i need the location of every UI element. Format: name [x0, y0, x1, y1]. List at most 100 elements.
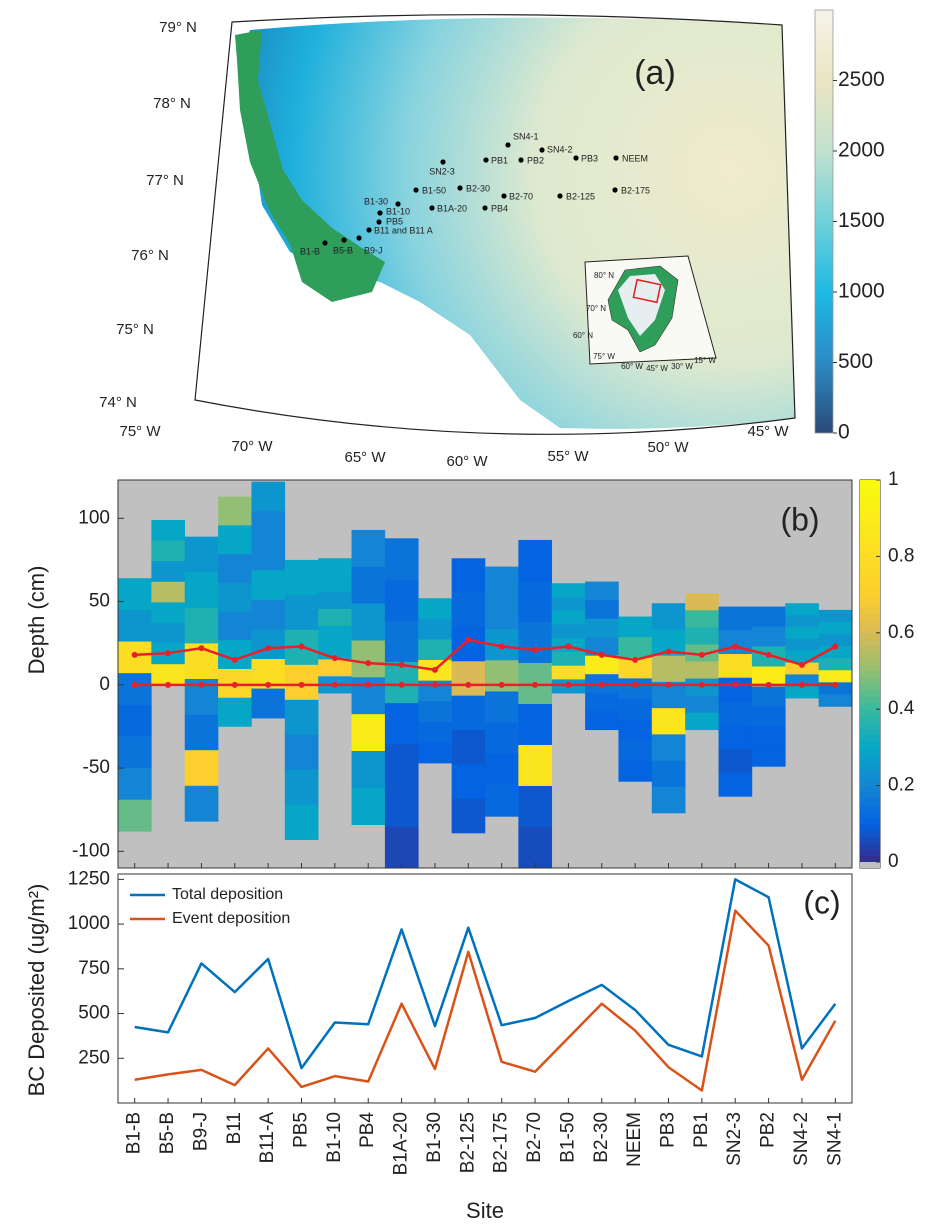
colorbar-segment [860, 734, 880, 742]
colorbar-tick-label: 0.2 [888, 775, 914, 796]
depth-cell [251, 688, 286, 719]
site-dot [518, 157, 524, 163]
colorbar-segment [860, 721, 880, 729]
depth-cell [351, 603, 386, 641]
depth-cell [818, 694, 853, 707]
colorbar-segment [860, 823, 880, 831]
depth-cell [151, 561, 186, 583]
colorbar-segment [860, 671, 880, 678]
depth-cell [551, 665, 586, 680]
depth-cell [585, 618, 619, 638]
depth-marker [698, 681, 705, 688]
map-frame [194, 14, 796, 435]
site-label: SN4-2 [547, 144, 573, 154]
x-tick-label: B1-50 [557, 1112, 578, 1163]
depth-marker [598, 651, 605, 658]
colorbar-segment [860, 575, 880, 583]
inset-study-area [632, 278, 662, 304]
colorbar-segment [860, 543, 880, 551]
y-tick-label: 750 [78, 958, 110, 979]
inset-longitude-label: 45° W [646, 364, 668, 373]
depth-marker [498, 643, 505, 650]
depth-marker [565, 643, 572, 650]
x-tick-label: B9-J [190, 1112, 211, 1151]
latitude-label: 75° N [116, 321, 154, 338]
site-dot [483, 157, 489, 163]
colorbar-tick-label: 0 [888, 851, 899, 872]
depth-cell [485, 691, 519, 724]
depth-cell [218, 554, 252, 584]
site-label: B2-30 [466, 183, 490, 193]
y-axis-label: Depth (cm) [24, 566, 49, 675]
depth-cell [251, 481, 286, 512]
colorbar-tick-label: 1 [888, 469, 899, 490]
depth-cell [618, 616, 653, 638]
depth-cell [284, 559, 319, 596]
site-label: PB5 [386, 216, 403, 226]
depth-cell [251, 629, 286, 660]
x-tick-label: B1-B [124, 1112, 145, 1154]
colorbar-segment [860, 709, 880, 716]
depth-cell [751, 626, 786, 647]
latitude-label: 77° N [146, 172, 184, 189]
x-axis-label: Site [466, 1198, 504, 1223]
coast-land [235, 30, 385, 302]
x-tick-label: NEEM [624, 1112, 645, 1167]
depth-cell [551, 624, 586, 639]
depth-cell [785, 674, 819, 687]
depth-cell [751, 706, 786, 727]
depth-cell [218, 582, 252, 612]
depth-cell [218, 697, 252, 727]
colorbar-segment [860, 620, 880, 627]
y-axis-label: BC Deposited (ug/m²) [24, 884, 49, 1097]
site-dot [539, 147, 545, 153]
site-dot [356, 235, 362, 241]
colorbar-tick-label: 0.8 [888, 545, 914, 566]
site-label: PB4 [491, 203, 508, 213]
x-tick-label: B11-A [257, 1112, 278, 1164]
depth-cell [685, 610, 719, 628]
depth-cell [685, 661, 719, 679]
site-dot [482, 205, 488, 211]
colorbar-segment [860, 664, 880, 672]
y-tick-label: -50 [83, 757, 110, 778]
depth-cell [585, 600, 619, 619]
depth-cell [284, 734, 319, 771]
x-tick-label: SN4-1 [824, 1112, 845, 1166]
site-label: B2-125 [566, 191, 595, 201]
colorbar-tick-label: 2000 [838, 139, 885, 162]
depth-marker [431, 681, 438, 688]
colorbar-segment [860, 581, 880, 589]
depth-cell [451, 695, 486, 731]
depth-cell [351, 640, 386, 678]
x-tick-label: PB3 [658, 1112, 679, 1148]
depth-marker [298, 681, 305, 688]
depth-marker [632, 681, 639, 688]
depth-cell [151, 519, 186, 541]
colorbar-segment [860, 524, 880, 532]
x-tick-label: B1A-20 [391, 1112, 412, 1175]
depth-cell [184, 572, 219, 609]
depth-cell [384, 538, 419, 580]
depth-cell [451, 798, 486, 834]
depth-marker [632, 656, 639, 663]
inset-latitude-label: 70° N [586, 304, 606, 313]
depth-cell [151, 623, 186, 644]
colorbar-segment [860, 486, 880, 494]
site-label: PB3 [581, 153, 598, 163]
colorbar-tick-label: 1000 [838, 280, 885, 303]
site-label: B1-50 [422, 185, 446, 195]
colorbar-segment [860, 518, 880, 525]
longitude-label: 60° W [446, 453, 488, 470]
longitude-label: 50° W [647, 439, 689, 456]
depth-cell [218, 496, 252, 526]
site-label: B5-B [333, 245, 353, 255]
depth-cell [451, 592, 486, 628]
depth-cell [151, 581, 186, 603]
site-dot [376, 219, 382, 225]
depth-cell [418, 742, 452, 764]
inset-longitude-label: 60° W [621, 362, 643, 371]
colorbar-segment [860, 658, 880, 666]
panel-c-frame [117, 873, 853, 1104]
x-tick-label: B2-175 [491, 1112, 512, 1173]
